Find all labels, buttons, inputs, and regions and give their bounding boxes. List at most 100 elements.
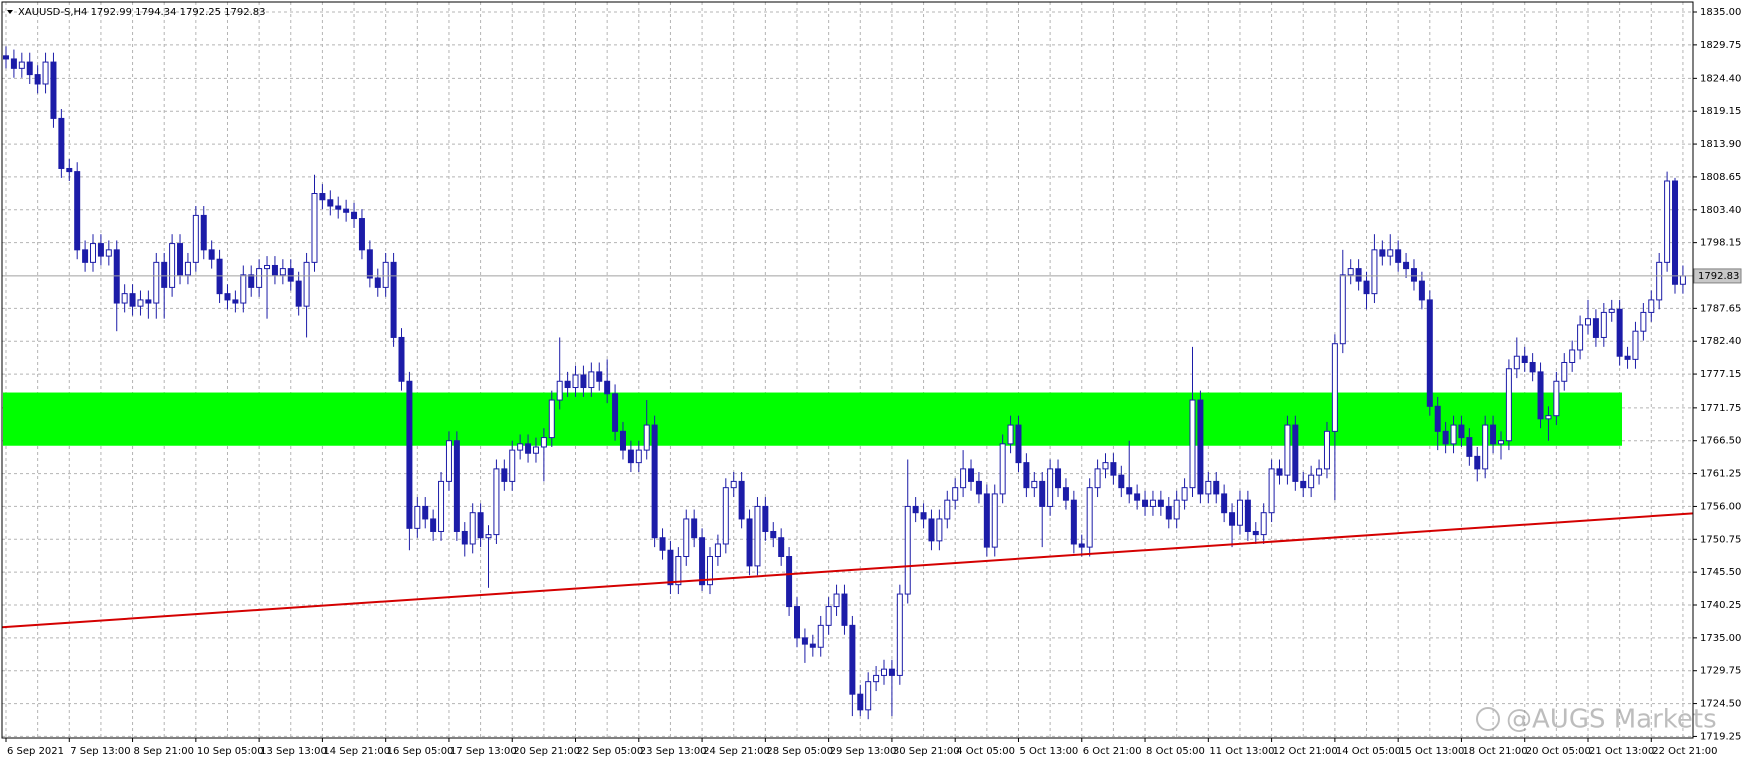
candle-body-up	[896, 593, 903, 676]
candle-body-down	[177, 243, 184, 276]
candle-body-down	[659, 537, 666, 551]
candle-body-up	[279, 268, 286, 276]
x-tick-label: 24 Sep 21:00	[703, 746, 770, 757]
candle-body-up	[825, 606, 832, 626]
candle-body-up	[1648, 299, 1655, 313]
candle-body-up	[509, 449, 516, 482]
candle-body-up	[1094, 468, 1101, 489]
candle-body-up	[833, 593, 840, 608]
x-tick-label: 4 Oct 05:00	[956, 746, 1015, 757]
candle-body-down	[1118, 474, 1125, 489]
x-tick-label: 6 Sep 2021	[7, 746, 64, 757]
candle-body-down	[1434, 405, 1441, 432]
candle-body-down	[1363, 280, 1370, 295]
candle-body-up	[18, 61, 25, 69]
candle-body-up	[873, 674, 880, 683]
candle-body-down	[1244, 499, 1251, 532]
candle-body-up	[184, 261, 191, 276]
candle-body-down	[1039, 480, 1046, 507]
candle-body-up	[90, 243, 97, 263]
candle-body-up	[469, 512, 476, 545]
candle-body-up	[1450, 424, 1457, 445]
candle-body-down	[1537, 371, 1544, 420]
candle-body-down	[1055, 468, 1062, 489]
candle-body-up	[572, 374, 579, 389]
candle-layer	[3, 46, 1686, 720]
candle-body-up	[865, 681, 872, 711]
candle-body-down	[1213, 480, 1220, 495]
y-tick-label: 1808.65	[1700, 172, 1741, 183]
candle-body-down	[501, 468, 508, 482]
candle-body-up	[1497, 440, 1504, 445]
candle-body-up	[1102, 462, 1109, 470]
watermark-icon	[1476, 707, 1500, 731]
last-price-box	[1693, 268, 1742, 284]
x-tick-label: 10 Sep 05:00	[197, 746, 264, 757]
candle-body-up	[1149, 499, 1156, 507]
candle-body-down	[596, 371, 603, 382]
candle-body-down	[762, 505, 769, 532]
candle-body-down	[1521, 355, 1528, 363]
candle-body-down	[97, 243, 104, 257]
last-price-label: 1792.83	[1698, 271, 1739, 282]
candle-body-down	[248, 274, 255, 288]
candle-body-up	[1545, 415, 1552, 420]
candle-body-up	[960, 468, 967, 489]
x-tick-label: 13 Sep 13:00	[260, 746, 327, 757]
candle-body-down	[1229, 512, 1236, 526]
candle-body-up	[1608, 308, 1615, 313]
candle-body-down	[58, 117, 65, 169]
candle-body-down	[1395, 249, 1402, 263]
candle-body-down	[74, 171, 81, 251]
menu-icon[interactable]	[7, 10, 13, 14]
candle-body-down	[232, 299, 239, 304]
x-tick-label: 15 Oct 13:00	[1399, 746, 1464, 757]
candle-body-down	[406, 380, 413, 529]
x-tick-label: 5 Oct 13:00	[1019, 746, 1078, 757]
candle-body-up	[904, 505, 911, 595]
candle-body-up	[1513, 355, 1520, 370]
candle-body-up	[1260, 512, 1267, 536]
x-tick-label: 14 Sep 21:00	[323, 746, 390, 757]
candle-body-down	[113, 249, 120, 304]
y-tick-label: 1740.25	[1700, 600, 1741, 611]
candle-body-up	[1664, 180, 1671, 263]
y-tick-label: 1761.25	[1700, 469, 1741, 480]
candle-body-up	[999, 443, 1006, 495]
candle-body-down	[738, 480, 745, 520]
candle-body-up	[1331, 343, 1338, 432]
candle-body-up	[706, 556, 713, 586]
x-tick-label: 14 Oct 05:00	[1336, 746, 1401, 757]
candle-body-up	[1561, 361, 1568, 382]
candle-body-down	[1592, 318, 1599, 338]
y-tick-label: 1729.75	[1700, 666, 1741, 677]
candle-body-up	[121, 293, 128, 304]
x-tick-label: 16 Sep 05:00	[387, 746, 454, 757]
candle-body-down	[699, 537, 706, 586]
y-tick-label: 1766.50	[1700, 436, 1741, 447]
candle-body-down	[746, 518, 753, 567]
candle-body-down	[335, 205, 342, 210]
candle-body-down	[1624, 355, 1631, 360]
candle-body-down	[691, 518, 698, 539]
candle-body-up	[445, 440, 452, 482]
candle-body-up	[1553, 380, 1560, 417]
x-tick-label: 17 Sep 13:00	[450, 746, 517, 757]
x-tick-label: 29 Sep 13:00	[830, 746, 897, 757]
candle-body-down	[525, 443, 532, 454]
candle-body-down	[366, 249, 373, 279]
candle-body-down	[343, 208, 350, 213]
candle-body-up	[382, 261, 389, 288]
x-tick-label: 18 Oct 21:00	[1462, 746, 1527, 757]
candle-body-up	[192, 214, 199, 263]
candle-body-up	[264, 264, 271, 270]
candle-body-down	[461, 530, 468, 545]
y-tick-label: 1798.15	[1700, 238, 1741, 249]
candle-body-up	[1387, 249, 1394, 257]
candle-body-up	[936, 518, 943, 542]
candle-body-down	[1474, 455, 1481, 470]
candle-body-down	[34, 74, 41, 85]
candle-body-up	[1585, 318, 1591, 326]
candle-body-up	[1679, 275, 1686, 285]
